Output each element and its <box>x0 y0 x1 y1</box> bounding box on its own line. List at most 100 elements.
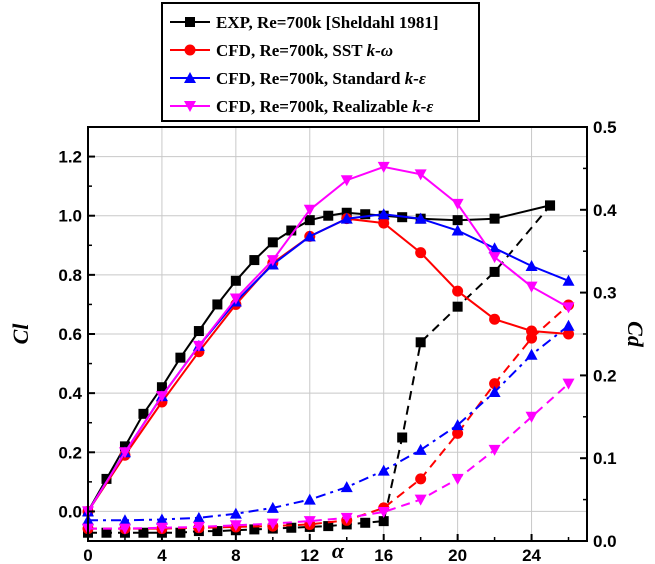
data-point <box>452 285 464 297</box>
data-point <box>488 444 501 456</box>
legend-label: EXP, Re=700k [Sheldahl 1981] <box>216 13 439 32</box>
data-point <box>175 527 186 538</box>
series-line-std_cd <box>88 324 570 522</box>
data-point <box>488 252 501 264</box>
data-point <box>377 507 390 519</box>
series-layer <box>82 161 575 538</box>
data-point <box>377 208 390 220</box>
data-point <box>452 215 463 226</box>
data-point <box>249 255 260 266</box>
data-point <box>525 411 538 423</box>
y2-axis-title: Cd <box>623 321 648 348</box>
data-point <box>414 443 427 455</box>
y-tick-label: 0.0 <box>58 502 82 521</box>
legend-marker <box>184 44 196 56</box>
legend-frame <box>161 2 480 122</box>
data-point <box>377 464 390 476</box>
data-point <box>451 473 464 485</box>
data-point <box>360 209 371 220</box>
data-point <box>562 302 575 314</box>
data-point <box>360 517 371 528</box>
x-tick-label: 8 <box>231 546 240 564</box>
data-point <box>230 275 241 286</box>
data-point <box>304 215 315 226</box>
data-point <box>138 527 149 538</box>
data-point <box>192 521 205 533</box>
data-point <box>156 382 167 393</box>
data-point <box>378 516 389 527</box>
data-point <box>266 518 279 530</box>
data-point <box>229 520 242 532</box>
y2-tick-label: 0.5 <box>593 118 617 137</box>
legend: EXP, Re=700k [Sheldahl 1981] CFD, Re=700k… <box>161 2 480 122</box>
y-tick-label: 1.2 <box>58 148 82 167</box>
data-point <box>378 217 390 229</box>
series-line-exp_cd <box>88 205 551 534</box>
ticks <box>87 126 587 542</box>
data-point <box>286 522 297 533</box>
data-point <box>101 473 112 484</box>
y-tick-label: 0.2 <box>58 443 82 462</box>
data-point <box>451 419 464 431</box>
data-point <box>397 432 408 443</box>
data-point <box>266 501 279 513</box>
data-point <box>489 266 500 277</box>
y-axis-title: Cl <box>8 323 33 345</box>
tick-labels: 0 4 8 12 16 20 24 0.0 0.2 0.4 0.6 0.8 1.0 1.2 0.0 0.1 0.… <box>58 118 617 564</box>
data-point <box>451 224 464 236</box>
y2-tick-label: 0.0 <box>593 532 617 551</box>
data-point <box>414 169 427 181</box>
x-tick-label: 20 <box>448 546 467 564</box>
y-tick-label: 0.6 <box>58 325 82 344</box>
series-real_cl <box>82 161 575 518</box>
data-point <box>452 427 464 439</box>
series-line-real_cl <box>87 165 569 512</box>
data-point <box>489 378 501 390</box>
data-point <box>193 326 204 337</box>
data-point <box>138 408 149 419</box>
data-point <box>118 523 131 535</box>
data-point <box>303 204 316 216</box>
data-point <box>451 198 464 210</box>
data-point <box>229 507 242 519</box>
data-point <box>489 313 501 325</box>
data-point <box>377 161 390 173</box>
legend-entry: CFD, Re=700k, SST k-ω <box>170 41 393 60</box>
data-point <box>303 493 316 505</box>
x-axis-title: α <box>332 538 345 563</box>
legend-label: CFD, Re=700k, Standard k-ε <box>216 69 426 88</box>
data-point <box>323 210 334 221</box>
legend-label: CFD, Re=700k, SST k-ω <box>216 41 393 60</box>
data-point <box>155 522 168 534</box>
data-point <box>303 230 316 242</box>
y-tick-label: 0.4 <box>58 384 82 403</box>
data-point <box>101 527 112 538</box>
data-point <box>286 225 297 236</box>
data-point <box>340 175 353 187</box>
series-std_cd <box>82 319 575 526</box>
data-point <box>155 513 168 525</box>
legend-entry: EXP, Re=700k [Sheldahl 1981] <box>170 13 439 32</box>
data-point <box>212 299 223 310</box>
data-point <box>562 319 575 331</box>
y2-tick-label: 0.4 <box>593 201 617 220</box>
legend-marker <box>185 17 195 27</box>
data-point <box>414 494 427 506</box>
data-point <box>267 237 278 248</box>
y2-tick-label: 0.1 <box>593 449 617 468</box>
data-point <box>229 293 242 305</box>
y-tick-label: 1.0 <box>58 207 82 226</box>
data-point <box>526 332 538 344</box>
x-tick-label: 0 <box>83 546 92 564</box>
data-point <box>414 212 427 224</box>
data-point <box>249 524 260 535</box>
data-point <box>340 512 353 524</box>
data-point <box>545 200 556 211</box>
data-point <box>562 274 575 286</box>
data-point <box>155 391 168 403</box>
x-tick-label: 4 <box>157 546 167 564</box>
x-tick-label: 12 <box>300 546 319 564</box>
legend-marker <box>184 101 196 112</box>
y2-tick-label: 0.3 <box>593 284 617 303</box>
